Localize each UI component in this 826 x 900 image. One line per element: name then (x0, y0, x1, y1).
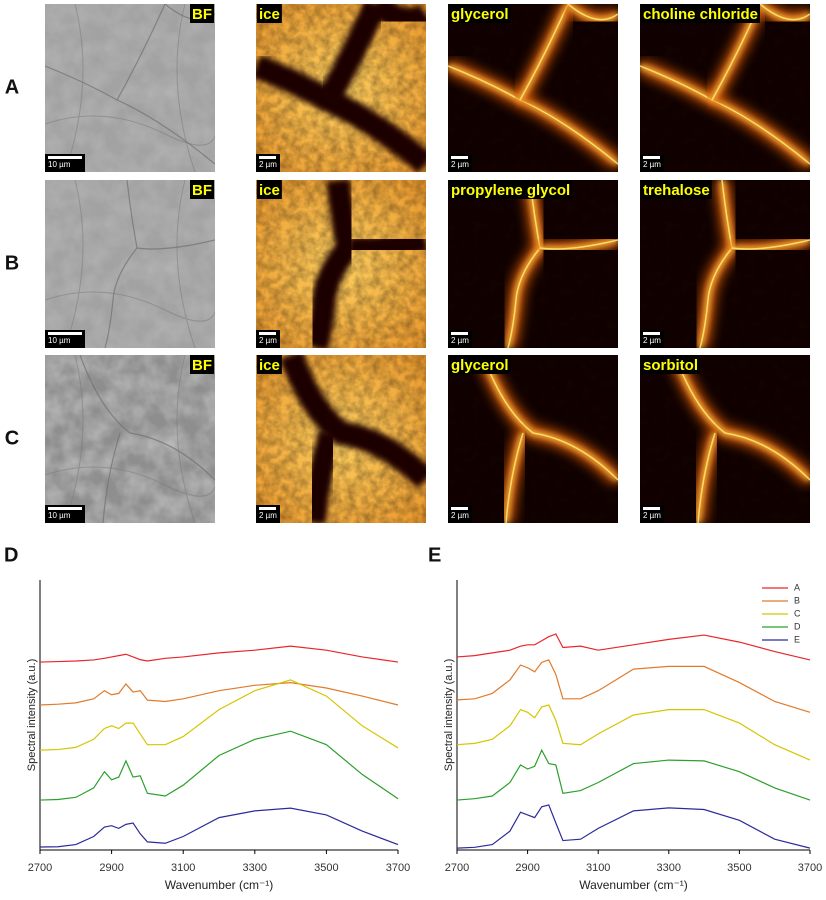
image-panel: ice 2 µm (256, 355, 426, 523)
image-panel: ice 2 µm (256, 180, 426, 348)
scale-bar (48, 507, 82, 510)
panel-label: BF (192, 182, 212, 199)
scale-bar (48, 156, 82, 159)
panel-letter: E (428, 544, 441, 566)
x-tick-label: 3500 (314, 862, 338, 874)
panel-label: trehalose (643, 182, 710, 199)
image-panel: ice 2 µm (256, 4, 426, 172)
row-label: B (5, 252, 19, 274)
scale-bar (259, 507, 276, 510)
x-tick-label: 3100 (171, 862, 195, 874)
image-panel: BF 10 µm (45, 4, 215, 172)
scale-bar-label: 2 µm (259, 511, 277, 520)
spectrum-line (456, 659, 811, 713)
image-panel: BF 10 µm (45, 180, 215, 348)
x-tick-label: 3700 (798, 862, 822, 874)
spectrum-line (456, 804, 811, 849)
panel-label: propylene glycol (451, 182, 570, 199)
x-tick-label: 3500 (727, 862, 751, 874)
panel-letter: D (4, 544, 18, 566)
legend-label: C (794, 608, 801, 618)
spectrum-line (456, 748, 811, 801)
image-panel: propylene glycol 2 µm (448, 180, 618, 348)
spectrum-line (39, 681, 399, 706)
legend-label: B (794, 595, 800, 605)
scale-bar (643, 156, 660, 159)
x-tick-label: 2700 (445, 862, 469, 874)
scale-bar-label: 2 µm (451, 160, 469, 169)
image-panel: sorbitol 2 µm (640, 355, 810, 523)
image-panel: BF 10 µm (45, 355, 215, 523)
scale-bar-label: 10 µm (48, 336, 71, 345)
scale-bar (643, 507, 660, 510)
scale-bar-label: 10 µm (48, 160, 71, 169)
scale-bar (48, 332, 82, 335)
panel-label: BF (192, 357, 212, 374)
spectrum-line (39, 645, 399, 663)
row-label: C (5, 427, 19, 449)
image-panel: choline chloride 2 µm (640, 4, 810, 172)
x-tick-label: 3100 (586, 862, 610, 874)
chart: D 2700 2900 3100 3300 3500 3700 Wavenumber (cm⁻… (4, 544, 410, 892)
spectrum-line (39, 807, 399, 848)
scale-bar-label: 10 µm (48, 511, 71, 520)
panel-label: glycerol (451, 6, 509, 23)
chart: E 2700 2900 3100 3300 3500 3700 Wavenumber (cm⁻… (428, 544, 822, 892)
x-axis-label: Wavenumber (cm⁻¹) (579, 878, 688, 892)
panel-label: ice (259, 6, 280, 23)
legend-label: D (794, 621, 801, 631)
scale-bar-label: 2 µm (259, 336, 277, 345)
legend-label: A (794, 582, 800, 592)
x-tick-label: 2700 (28, 862, 52, 874)
spectrum-line (456, 704, 811, 761)
spectrum-line (456, 633, 811, 661)
scale-bar (643, 332, 660, 335)
x-tick-label: 3300 (243, 862, 267, 874)
y-axis-label: Spectral intensity (a.u.) (443, 659, 455, 772)
scale-bar (259, 156, 276, 159)
scale-bar-label: 2 µm (643, 160, 661, 169)
panel-label: glycerol (451, 357, 509, 374)
scale-bar-label: 2 µm (451, 511, 469, 520)
scale-bar (451, 332, 468, 335)
scale-bar (259, 332, 276, 335)
scale-bar-label: 2 µm (451, 336, 469, 345)
scale-bar-label: 2 µm (643, 336, 661, 345)
panel-label: sorbitol (643, 357, 698, 374)
x-tick-label: 3300 (657, 862, 681, 874)
legend-label: E (794, 634, 800, 644)
panel-label: ice (259, 182, 280, 199)
scale-bar-label: 2 µm (259, 160, 277, 169)
panel-label: choline chloride (643, 6, 758, 23)
image-panel: glycerol 2 µm (448, 355, 618, 523)
scale-bar (451, 156, 468, 159)
y-axis-label: Spectral intensity (a.u.) (26, 659, 38, 772)
panel-label: ice (259, 357, 280, 374)
image-panel: trehalose 2 µm (640, 180, 810, 348)
x-tick-label: 2900 (515, 862, 539, 874)
row-label: A (5, 76, 19, 98)
scale-bar-label: 2 µm (643, 511, 661, 520)
spectrum-line (39, 679, 399, 751)
x-axis-label: Wavenumber (cm⁻¹) (165, 878, 274, 892)
x-tick-label: 3700 (386, 862, 410, 874)
spectrum-line (39, 730, 399, 801)
scale-bar (451, 507, 468, 510)
image-panel: glycerol 2 µm (448, 4, 618, 172)
panel-label: BF (192, 6, 212, 23)
x-tick-label: 2900 (99, 862, 123, 874)
